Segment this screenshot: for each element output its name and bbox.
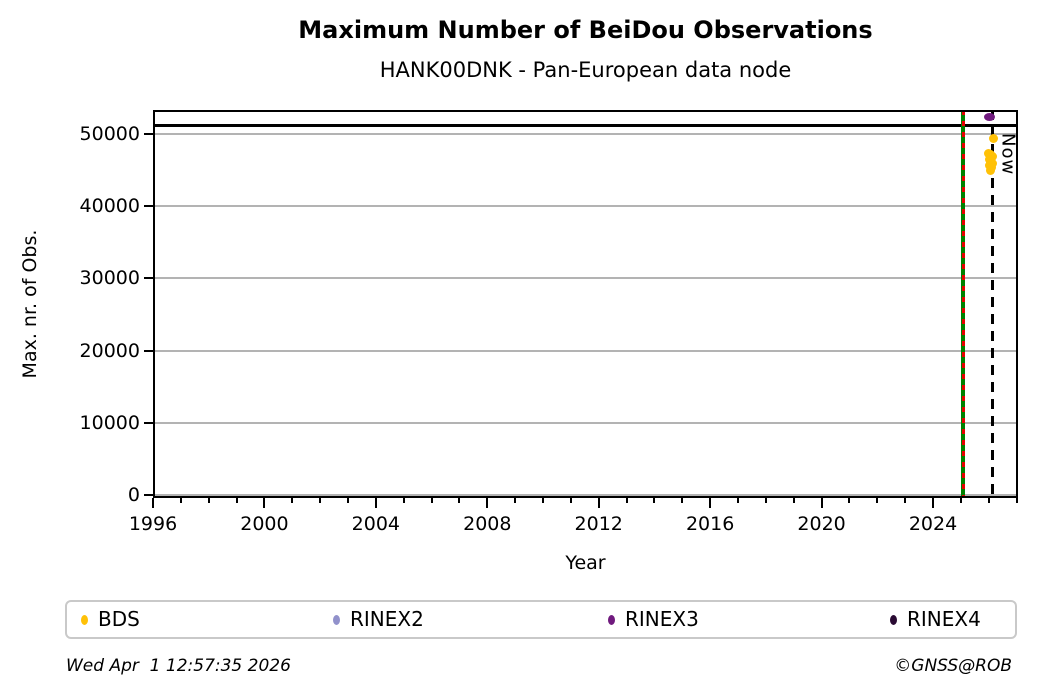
- x-minor-tick: [1015, 498, 1018, 503]
- legend-marker-rinex4: [890, 614, 897, 625]
- x-minor-tick: [207, 498, 210, 503]
- legend-entry-rinex4: RINEX4: [890, 602, 981, 637]
- x-major-tick: [263, 498, 266, 508]
- y-gridline: [153, 421, 1018, 424]
- x-minor-tick: [987, 498, 990, 503]
- x-major-tick: [486, 498, 489, 508]
- y-tick-label: 0: [127, 484, 140, 507]
- x-minor-tick: [430, 498, 433, 503]
- x-minor-tick: [235, 498, 238, 503]
- now-line: [991, 110, 995, 498]
- x-major-tick: [374, 498, 377, 508]
- chart-title: Maximum Number of BeiDou Observations: [298, 16, 873, 44]
- timestamp-text: Wed Apr 1 12:57:35 2026: [66, 656, 291, 676]
- x-minor-tick: [291, 498, 294, 503]
- legend-marker-bds: [81, 614, 88, 625]
- x-major-tick: [820, 498, 823, 508]
- x-minor-tick: [904, 498, 907, 503]
- x-minor-tick: [402, 498, 405, 503]
- chart-subtitle: HANK00DNK - Pan-European data node: [379, 58, 792, 82]
- credit-text: ©GNSS@ROB: [894, 656, 1012, 676]
- x-minor-tick: [179, 498, 182, 503]
- x-minor-tick: [959, 498, 962, 503]
- x-minor-tick: [764, 498, 767, 503]
- now-annotation: Now: [997, 133, 1019, 176]
- y-tick: [144, 349, 153, 352]
- x-minor-tick: [625, 498, 628, 503]
- x-major-tick: [597, 498, 600, 508]
- x-tick-label: 2012: [574, 513, 623, 535]
- y-gridline: [153, 132, 1018, 135]
- x-minor-tick: [458, 498, 461, 503]
- legend-entry-rinex3: RINEX3: [608, 602, 699, 637]
- x-tick-label: 2024: [908, 513, 958, 535]
- y-gridline: [153, 349, 1018, 352]
- y-tick: [144, 421, 153, 424]
- y-tick-label: 50000: [79, 122, 140, 145]
- x-tick-label: 2004: [351, 513, 401, 535]
- x-minor-tick: [681, 498, 684, 503]
- x-minor-tick: [792, 498, 795, 503]
- x-tick-label: 2016: [685, 513, 735, 535]
- y-tick: [144, 205, 153, 208]
- y-axis-label: Max. nr. of Obs.: [19, 229, 41, 379]
- legend-box: BDS RINEX2 RINEX3 RINEX4: [65, 600, 1017, 639]
- x-tick-label: 2000: [240, 513, 289, 535]
- data-point-bds: [988, 133, 998, 143]
- y-tick: [144, 132, 153, 135]
- y-gridline: [153, 205, 1018, 208]
- y-gridline: [153, 277, 1018, 280]
- x-major-tick: [152, 498, 154, 508]
- legend-marker-rinex3: [608, 614, 615, 625]
- x-tick-label: 2008: [463, 513, 512, 535]
- x-minor-tick: [876, 498, 879, 503]
- x-major-tick: [709, 498, 712, 508]
- plot-area: [153, 110, 1018, 498]
- x-tick-label: 1996: [128, 513, 178, 535]
- y-tick-label: 40000: [79, 195, 140, 218]
- legend-label-rinex4: RINEX4: [907, 607, 981, 631]
- legend-entry-rinex2: RINEX2: [333, 602, 424, 637]
- legend-marker-rinex2: [333, 614, 340, 625]
- y-tick-label: 10000: [79, 411, 140, 434]
- x-axis-label: Year: [565, 552, 606, 574]
- max-obs-line: [153, 124, 1018, 127]
- x-minor-tick: [514, 498, 517, 503]
- x-minor-tick: [653, 498, 656, 503]
- data-point-bds: [985, 166, 995, 176]
- y-tick: [144, 277, 153, 280]
- legend-entry-bds: BDS: [81, 602, 140, 637]
- legend-label-rinex3: RINEX3: [625, 607, 699, 631]
- campaign-start-line-dashes: [961, 110, 965, 498]
- x-minor-tick: [569, 498, 572, 503]
- y-tick: [144, 494, 153, 497]
- x-minor-tick: [319, 498, 322, 503]
- x-major-tick: [932, 498, 935, 508]
- data-point-rinex3: [984, 112, 996, 121]
- x-minor-tick: [848, 498, 851, 503]
- y-tick-label: 20000: [79, 339, 140, 362]
- y-tick-label: 30000: [79, 267, 140, 290]
- x-minor-tick: [542, 498, 545, 503]
- x-tick-label: 2020: [797, 513, 846, 535]
- legend-label-rinex2: RINEX2: [350, 607, 424, 631]
- y-gridline: [153, 494, 1018, 497]
- legend-label-bds: BDS: [98, 607, 140, 631]
- x-minor-tick: [347, 498, 349, 503]
- x-minor-tick: [737, 498, 740, 503]
